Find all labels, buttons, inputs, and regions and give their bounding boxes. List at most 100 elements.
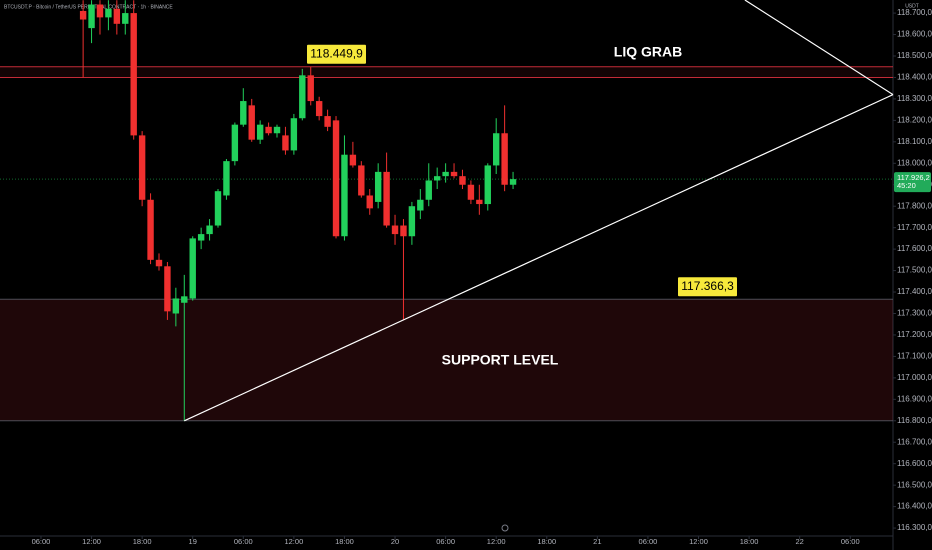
candle-body [358,165,365,196]
candle-body [214,191,222,226]
y-tick-label: 117.500,0 [897,266,932,275]
candle-body [265,126,272,134]
y-tick-label: 117.400,0 [897,287,932,296]
zone-label: LIQ GRAB [614,44,682,60]
candle-body [240,101,247,125]
x-tick-label: 18:00 [537,537,556,546]
candle-body [467,184,475,200]
trendline [184,94,894,422]
candle-body [231,124,239,162]
x-tick-label: 06:00 [841,537,860,546]
y-tick-label: 116.900,0 [897,394,932,403]
candle-body [408,206,416,237]
candle-body [366,195,373,209]
y-tick-label: 116.300,0 [897,523,932,532]
candle-body [459,176,466,185]
candle-body [484,165,491,205]
candle-body [307,75,314,102]
candle-body [492,133,500,166]
candle-body [130,13,137,136]
candle-body [113,8,121,24]
x-tick-label: 12:00 [82,537,101,546]
candle-body [256,124,264,140]
y-tick-label: 117.300,0 [897,309,932,318]
zone-label: SUPPORT LEVEL [442,352,559,368]
x-tick-label: 18:00 [740,537,759,546]
x-tick-label: 06:00 [234,537,253,546]
candle-body [315,101,323,117]
candle-body [324,116,331,127]
y-tick-label: 116.600,0 [897,459,932,468]
last-price-box [894,172,931,193]
y-tick-label: 118.300,0 [897,94,932,103]
y-tick-label: 116.500,0 [897,480,932,489]
candle-body [172,298,180,314]
candle-body [282,135,289,151]
candle-body [476,199,483,205]
y-tick-label: 117.200,0 [897,330,932,339]
candle-body [341,154,348,237]
candle-body [88,4,95,29]
candle-body [164,266,171,312]
y-tick-label: 117.700,0 [897,223,932,232]
y-tick-label: 117.800,0 [897,201,932,210]
price-label-box [678,277,737,297]
candle-body [147,199,154,260]
candle-body [138,135,146,200]
y-tick-label: 116.700,0 [897,437,932,446]
candle-body [299,75,306,119]
y-tick-label: 118.000,0 [897,158,932,167]
candle-body [197,234,205,241]
zone [0,66,893,78]
candle-body [96,4,104,18]
candle-body [509,179,517,185]
candle-body [79,10,87,20]
candle-body [374,171,382,202]
candle-body [181,296,188,303]
candle-body [400,225,407,237]
candle-body [417,199,424,211]
candle-body [273,126,281,134]
y-tick-label: 118.100,0 [897,137,932,146]
candle-body [122,13,129,24]
price-label: 117.366,3 [681,279,734,293]
y-tick-label: 117.000,0 [897,373,932,382]
candle-body [290,118,298,151]
zone [0,299,893,421]
x-tick-label: 06:00 [32,537,51,546]
x-tick-label: 06:00 [436,537,455,546]
x-tick-label: 21 [593,537,601,546]
candle-body [248,105,255,140]
candle-body [332,120,340,237]
y-tick-label: 118.500,0 [897,51,932,60]
candle-body [425,180,432,200]
y-tick-label: 117.600,0 [897,244,932,253]
candle-body [349,154,357,166]
price-label-box [307,44,366,64]
candle-body [223,161,230,196]
last-price-label: 117.926,2 [897,173,930,182]
candle-body [450,171,458,177]
trendline [744,0,894,96]
candle-body [383,171,390,226]
x-tick-label: 12:00 [487,537,506,546]
x-tick-label: 12:00 [284,537,303,546]
candle-body [189,238,196,299]
candle-body [442,171,449,177]
icon [501,524,509,532]
y-tick-label: 118.700,0 [897,8,932,17]
countdown: 45:20 [897,181,916,190]
candle-body [155,259,163,267]
candle-body [206,225,213,235]
y-tick-label: 117.100,0 [897,352,932,361]
x-tick-label: 20 [391,537,399,546]
x-tick-label: 19 [189,537,197,546]
candle-body [105,8,112,18]
y-tick-label: 118.600,0 [897,30,932,39]
y-tick-label: 118.400,0 [897,73,932,82]
y-tick-label: 116.400,0 [897,502,932,511]
x-tick-label: 06:00 [639,537,658,546]
x-tick-label: 18:00 [133,537,152,546]
